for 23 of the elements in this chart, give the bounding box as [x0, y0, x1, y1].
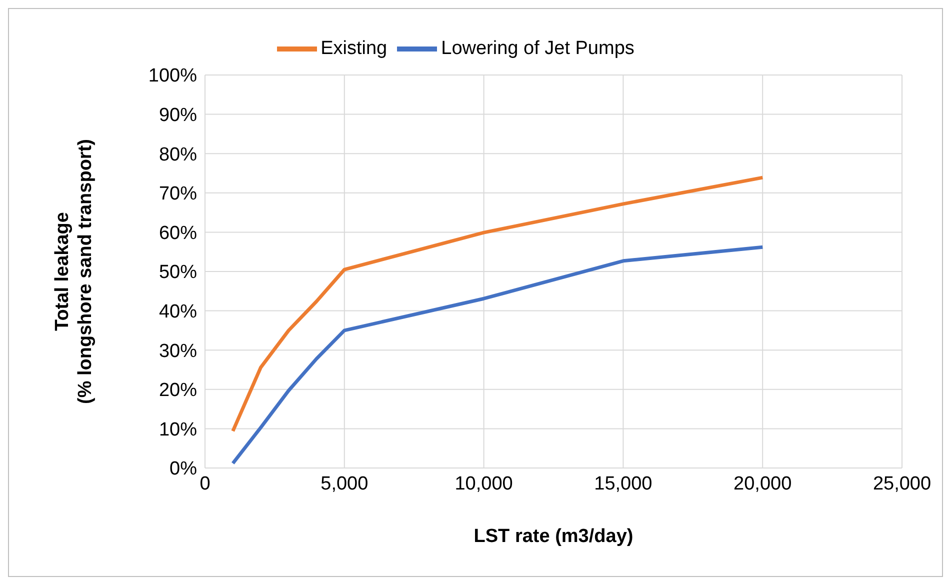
- y-tick-label: 0%: [170, 458, 198, 480]
- y-tick-label: 40%: [158, 302, 198, 323]
- y-axis-title: Total leakage (% longshore sand transport): [52, 139, 96, 404]
- x-tick-label: 10,000: [454, 473, 513, 494]
- y-tick-label: 70%: [158, 184, 198, 205]
- y-tick-label: 60%: [158, 222, 198, 244]
- y-tick-label: 100%: [148, 66, 198, 87]
- legend-label: Lowering of Jet Pumps: [441, 38, 634, 60]
- x-tick-label: 20,000: [734, 473, 792, 494]
- y-tick-label: 20%: [158, 380, 198, 402]
- y-tick-label: 30%: [158, 340, 198, 362]
- x-tick-label: 5,000: [320, 473, 368, 494]
- y-tick-label: 80%: [158, 144, 198, 166]
- x-axis-title: LST rate (m3/day): [474, 526, 634, 547]
- y-tick-label: 10%: [158, 419, 198, 440]
- y-tick-label: 50%: [158, 262, 198, 284]
- line-series: [231, 245, 764, 466]
- legend-label: Existing: [320, 38, 388, 60]
- x-tick-label: 15,000: [594, 473, 652, 494]
- y-tick-label: 90%: [158, 105, 198, 126]
- x-tick-label: 0: [200, 473, 210, 494]
- x-tick-label: 25,000: [872, 473, 932, 494]
- line-series: [231, 176, 764, 433]
